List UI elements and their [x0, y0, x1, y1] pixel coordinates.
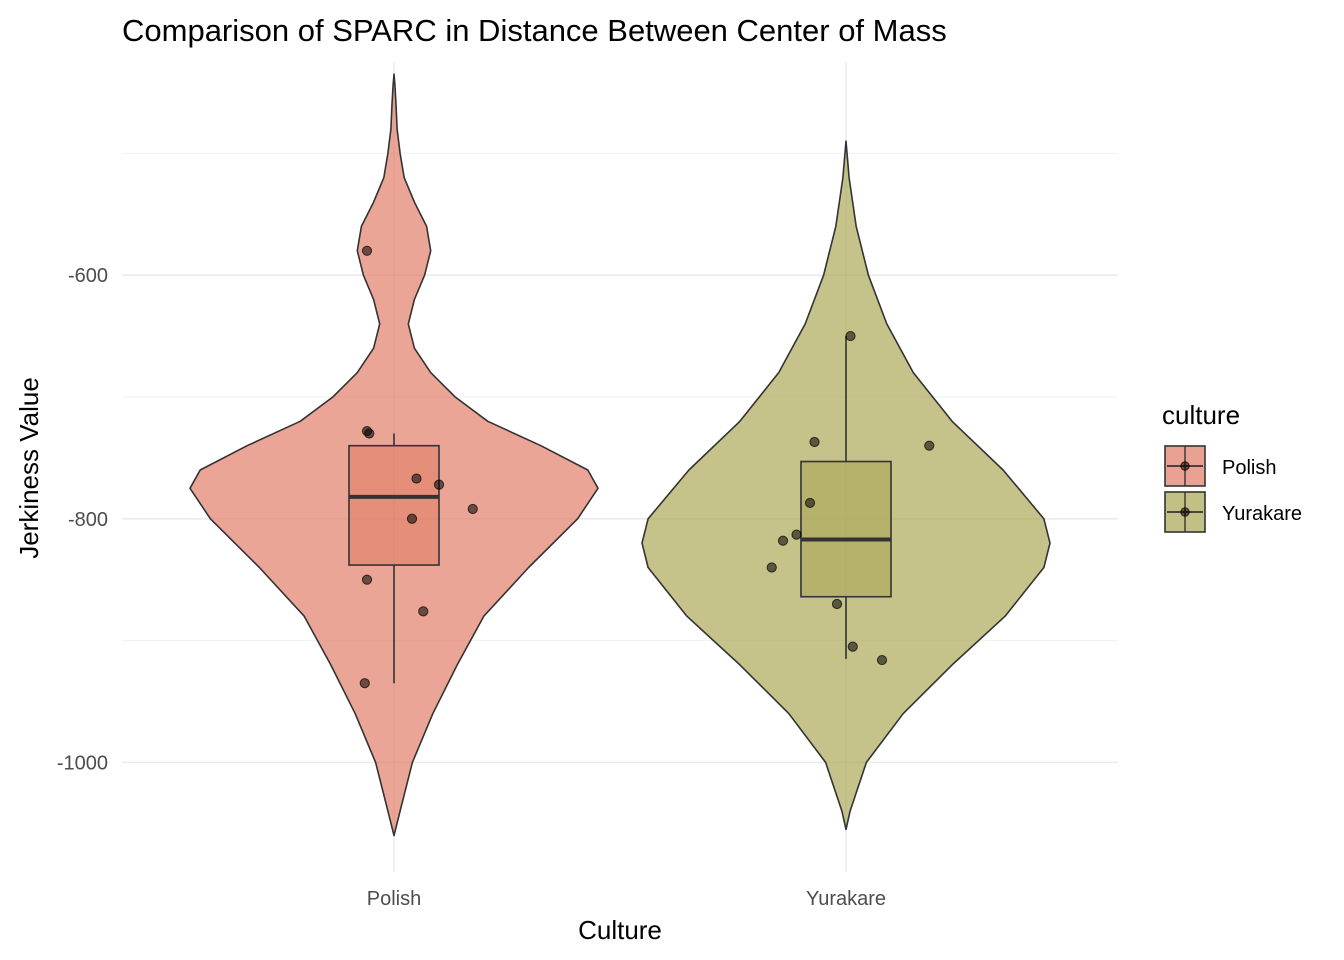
- y-tick-label: -600: [68, 265, 108, 287]
- box-iqr: [800, 460, 892, 598]
- box-iqr: [348, 444, 440, 566]
- y-tick-label: -800: [68, 509, 108, 531]
- violins: [189, 73, 1051, 837]
- y-tick-label: -1000: [57, 752, 108, 774]
- data-points: [359, 245, 935, 689]
- x-tick-label: Yurakare: [806, 888, 886, 910]
- boxplot-yurakare: [800, 336, 892, 659]
- data-point-yurakare: [847, 641, 858, 652]
- legend-label: Yurakare: [1222, 503, 1302, 525]
- data-point-polish: [361, 245, 373, 256]
- data-point-yurakare: [777, 535, 789, 546]
- y-tick-labels: -600 -800 -1000: [57, 265, 108, 774]
- legend: culture Polish Yurakare: [1162, 400, 1302, 533]
- data-point-polish: [433, 479, 445, 490]
- data-point-yurakare: [809, 436, 820, 448]
- y-axis-title: Jerkiness Value: [14, 377, 44, 559]
- data-point-polish: [359, 678, 370, 689]
- data-point-yurakare: [845, 330, 856, 342]
- legend-label: Polish: [1222, 457, 1276, 479]
- data-point-polish: [406, 513, 418, 524]
- legend-key-point: [1180, 507, 1190, 517]
- data-point-yurakare: [804, 497, 816, 509]
- boxplots: [348, 336, 892, 684]
- boxplot-polish: [348, 433, 440, 684]
- data-point-polish: [467, 503, 478, 515]
- chart-title: Comparison of SPARC in Distance Between …: [122, 13, 947, 48]
- data-point-yurakare: [876, 654, 888, 666]
- legend-key-point: [1180, 461, 1190, 471]
- data-point-yurakare: [924, 440, 935, 451]
- data-point-polish: [411, 473, 422, 484]
- legend-title: culture: [1162, 400, 1240, 430]
- x-axis-title: Culture: [578, 915, 662, 945]
- legend-item-yurakare: Yurakare: [1164, 491, 1302, 533]
- data-point-yurakare: [766, 562, 777, 573]
- x-tick-label: Polish: [367, 888, 421, 910]
- data-point-polish: [418, 606, 429, 617]
- data-point-polish: [364, 428, 375, 439]
- data-point-yurakare: [831, 598, 843, 610]
- legend-item-polish: Polish: [1164, 445, 1276, 487]
- data-point-polish: [361, 574, 373, 585]
- data-point-yurakare: [791, 529, 802, 540]
- x-tick-labels: Polish Yurakare: [367, 888, 886, 910]
